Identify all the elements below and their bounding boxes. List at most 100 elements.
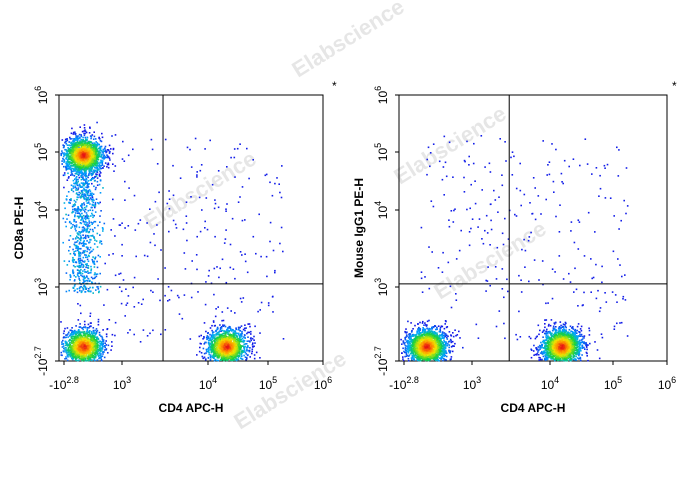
event-dot bbox=[98, 290, 100, 293]
event-dot bbox=[83, 229, 86, 231]
event-dot bbox=[75, 341, 78, 344]
event-dot bbox=[237, 337, 239, 340]
event-dot bbox=[86, 258, 89, 261]
event-dot bbox=[77, 352, 79, 355]
event-dot bbox=[114, 134, 117, 136]
event-dot bbox=[204, 220, 206, 223]
event-dot bbox=[94, 349, 96, 351]
event-dot bbox=[81, 141, 84, 143]
event-dot bbox=[90, 150, 92, 152]
event-dot bbox=[68, 335, 71, 337]
event-dot bbox=[243, 350, 245, 352]
event-dot bbox=[83, 338, 86, 341]
event-dot bbox=[242, 339, 245, 342]
event-dot bbox=[221, 354, 224, 356]
event-dot bbox=[99, 201, 101, 204]
event-dot bbox=[74, 250, 77, 252]
event-dot bbox=[83, 130, 85, 132]
event-dot bbox=[91, 182, 93, 185]
event-dot bbox=[79, 326, 81, 329]
event-dot bbox=[74, 214, 76, 216]
event-dot bbox=[101, 348, 104, 350]
event-dot bbox=[238, 338, 241, 341]
event-dot bbox=[74, 182, 76, 185]
event-dot bbox=[66, 341, 68, 344]
event-dot bbox=[121, 255, 123, 257]
event-dot bbox=[78, 133, 81, 136]
event-dot bbox=[92, 344, 94, 347]
event-dot bbox=[99, 152, 102, 154]
event-dot bbox=[209, 338, 211, 340]
event-dot bbox=[101, 351, 104, 353]
event-dot bbox=[96, 336, 99, 338]
event-dot bbox=[71, 347, 74, 350]
event-dot bbox=[216, 349, 219, 351]
event-dot bbox=[101, 335, 103, 338]
event-dot bbox=[211, 334, 214, 336]
event-dot bbox=[239, 357, 242, 359]
event-dot bbox=[82, 237, 85, 240]
event-dot bbox=[76, 350, 79, 352]
event-dot bbox=[79, 186, 82, 188]
event-dot bbox=[63, 174, 66, 176]
event-dot bbox=[218, 352, 221, 354]
event-dot bbox=[74, 164, 77, 166]
event-dot bbox=[91, 198, 93, 200]
event-dot bbox=[210, 337, 212, 339]
event-dot bbox=[140, 303, 143, 305]
event-dot bbox=[80, 247, 82, 250]
event-dot bbox=[77, 166, 79, 168]
event-dot bbox=[156, 163, 159, 165]
event-dot bbox=[100, 359, 103, 362]
event-dot bbox=[86, 349, 89, 351]
event-dot bbox=[237, 355, 240, 357]
event-dot bbox=[84, 237, 87, 240]
event-dot bbox=[75, 224, 78, 226]
event-dot bbox=[99, 149, 102, 152]
event-dot bbox=[238, 335, 241, 337]
event-dot bbox=[89, 149, 91, 151]
event-dot bbox=[81, 351, 83, 353]
event-dot bbox=[85, 235, 87, 238]
event-dot bbox=[91, 177, 94, 180]
event-dot bbox=[96, 150, 98, 153]
event-dot bbox=[75, 244, 78, 247]
watermark: Elabscience bbox=[287, 0, 408, 82]
event-dot bbox=[65, 351, 67, 353]
event-dot bbox=[234, 348, 236, 351]
event-dot bbox=[236, 348, 238, 350]
event-dot bbox=[215, 338, 218, 341]
event-dot bbox=[224, 238, 227, 240]
event-dot bbox=[93, 157, 95, 160]
event-dot bbox=[75, 237, 77, 239]
event-dot bbox=[72, 142, 74, 145]
event-dot bbox=[98, 352, 101, 354]
event-dot bbox=[89, 153, 92, 155]
event-dot bbox=[87, 280, 89, 282]
event-dot bbox=[121, 243, 123, 246]
event-dot bbox=[241, 355, 243, 357]
event-dot bbox=[95, 159, 97, 162]
event-dot bbox=[95, 355, 97, 357]
event-dot bbox=[64, 138, 67, 141]
event-dot bbox=[101, 227, 104, 229]
event-dot bbox=[82, 148, 84, 150]
event-dot bbox=[82, 177, 84, 180]
event-dot bbox=[279, 242, 281, 245]
event-dot bbox=[86, 256, 89, 258]
event-dot bbox=[79, 222, 82, 224]
event-dot bbox=[67, 352, 69, 354]
event-dot bbox=[121, 222, 123, 224]
event-dot bbox=[226, 166, 228, 168]
event-dot bbox=[100, 210, 102, 212]
event-dot bbox=[67, 168, 69, 170]
event-dot bbox=[241, 186, 244, 188]
event-dot bbox=[87, 201, 90, 203]
event-dot bbox=[207, 275, 210, 277]
event-dot bbox=[94, 359, 96, 362]
event-dot bbox=[245, 358, 247, 361]
event-dot bbox=[205, 341, 207, 344]
event-dot bbox=[73, 351, 75, 353]
event-dot bbox=[75, 182, 78, 184]
event-dot bbox=[98, 165, 101, 168]
